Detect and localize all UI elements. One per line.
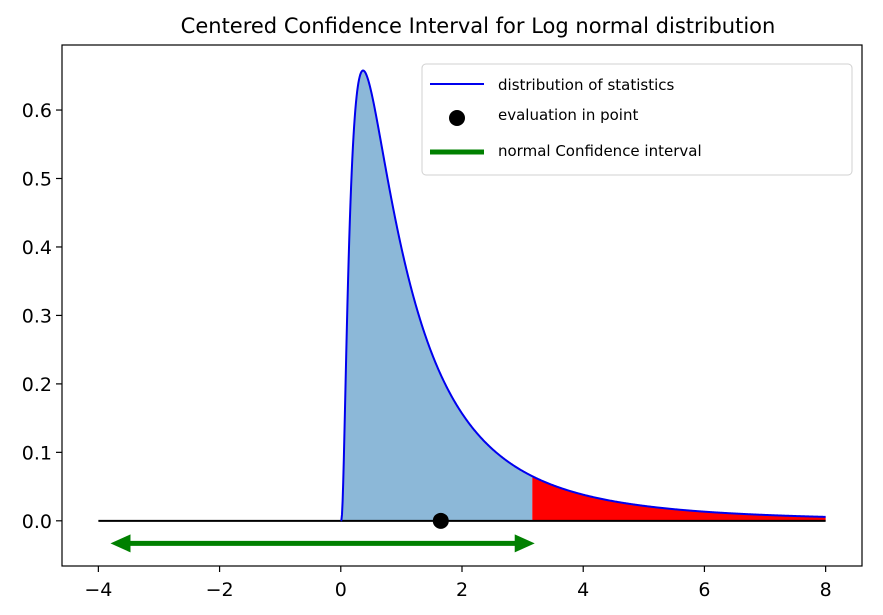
y-tick-label: 0.3	[22, 305, 52, 327]
x-tick-label: 6	[698, 579, 710, 601]
shaded-region-main	[340, 70, 533, 521]
legend: distribution of statistics evaluation in…	[421, 63, 853, 176]
evaluation-point	[432, 512, 449, 529]
y-tick-label: 0.0	[22, 511, 52, 533]
plot-area	[98, 69, 826, 553]
y-tick-label: 0.4	[22, 237, 52, 259]
distribution-line	[340, 69, 826, 522]
y-tick-label: 0.2	[22, 374, 52, 396]
x-axis: −4 −2 0 2 4 6 8	[84, 566, 832, 601]
x-tick-label: 8	[820, 579, 832, 601]
chart-title: Centered Confidence Interval for Log nor…	[181, 14, 776, 38]
x-tick-label: −2	[206, 579, 234, 601]
x-tick-label: 2	[456, 579, 468, 601]
x-tick-label: 4	[577, 579, 589, 601]
y-tick-label: 0.5	[22, 169, 52, 191]
legend-box	[421, 63, 853, 176]
legend-label-interval: normal Confidence interval	[498, 142, 702, 160]
y-tick-label: 0.1	[22, 442, 52, 464]
x-tick-label: 0	[335, 579, 347, 601]
y-axis: 0.0 0.1 0.2 0.3 0.4 0.5 0.6	[22, 100, 62, 533]
x-tick-label: −4	[84, 579, 112, 601]
confidence-interval-left-arrow	[110, 534, 131, 553]
confidence-interval-right-arrow	[514, 534, 535, 553]
legend-label-evaluation: evaluation in point	[498, 106, 638, 124]
legend-point-swatch	[449, 110, 465, 126]
y-tick-label: 0.6	[22, 100, 52, 122]
legend-label-distribution: distribution of statistics	[498, 76, 675, 94]
shaded-region-tail	[532, 476, 826, 521]
